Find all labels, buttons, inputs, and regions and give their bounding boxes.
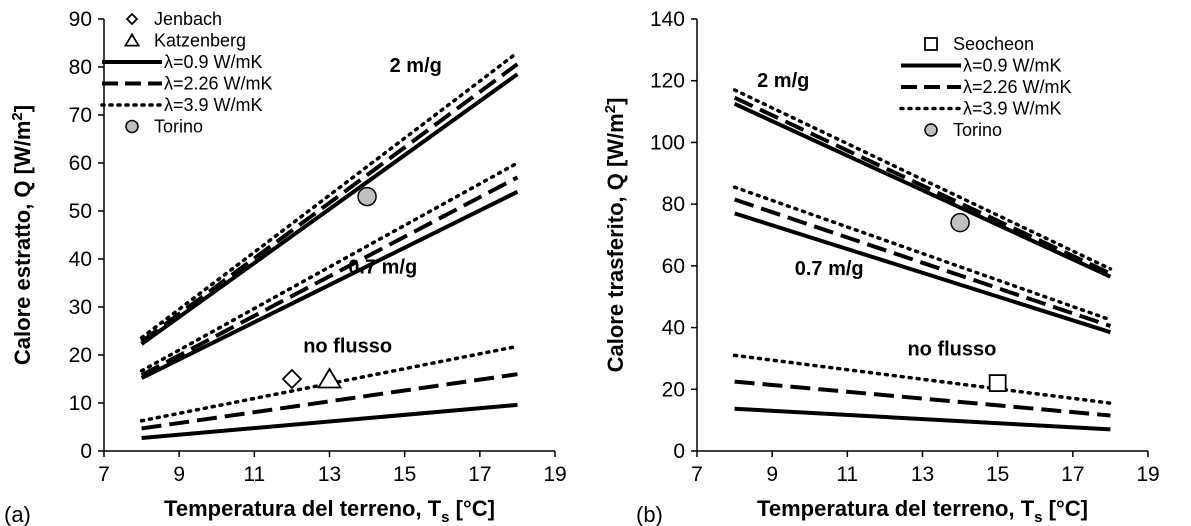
y-tick-label: 0 (673, 440, 685, 463)
x-axis-title-subscript: s (441, 509, 449, 526)
series-line-no-flusso-dashed (734, 379, 1111, 418)
legend-label: λ=0.9 W/mK (164, 52, 263, 72)
legend-marker-triangle (123, 32, 141, 47)
x-tick-label: 7 (98, 463, 110, 486)
legend-label: λ=2.26 W/mK (164, 74, 273, 94)
chart-panel-b: 7 9 11 13 15 17 19 0 20 40 60 80 100 120 140 Temperatur… (602, 8, 1160, 526)
x-axis-title-subscript: s (1034, 509, 1042, 526)
x-axis-title-unit: [°C] (450, 496, 495, 521)
x-axis-title-text: Temperatura del terreno, T (164, 496, 442, 521)
x-tick-label: 13 (911, 463, 934, 486)
x-tick-label: 15 (986, 463, 1009, 486)
y-tick-label: 20 (69, 344, 92, 367)
y-tick-label: 40 (662, 317, 685, 340)
y-tick-label: 50 (69, 200, 92, 223)
legend-marker-circle (125, 119, 139, 134)
series-line-0-7-m-g-dotted (139, 161, 520, 373)
legend-marker-square (924, 37, 938, 51)
y-tick-label: 120 (650, 70, 685, 93)
legend-marker-circle (924, 123, 938, 137)
data-point-katzenberg (316, 367, 343, 389)
data-point-seocheon (988, 374, 1007, 393)
panel-label: (b) (636, 502, 663, 526)
legend-label: λ=3.9 W/mK (963, 99, 1062, 119)
group-annotation: no flusso (907, 338, 996, 360)
y-tick-label: 100 (650, 131, 685, 154)
legend-marker-diamond (125, 12, 139, 26)
legend-label: Torino (154, 117, 203, 137)
group-annotation: 0.7 m/g (348, 256, 417, 278)
series-line-2-m-g-solid (140, 72, 519, 346)
y-axis-title-text: Calore estratto, Q [W/m (10, 121, 35, 365)
y-tick-label: 40 (69, 248, 92, 271)
y-axis-title-superscript: 2 (9, 112, 26, 120)
series-line-2-m-g-dotted (732, 88, 1113, 271)
legend-label: λ=2.26 W/mK (963, 77, 1072, 97)
series-line-no-flusso-solid (734, 406, 1111, 432)
x-axis-title: Temperatura del terreno, Ts [°C] (757, 496, 1088, 526)
legend-label: λ=3.9 W/mK (164, 95, 263, 115)
series-line-0-7-m-g-dashed (733, 197, 1112, 328)
y-tick-label: 30 (69, 296, 92, 319)
x-tick-label: 13 (318, 463, 341, 486)
y-axis-title-text: Calore trasferito, Q [W/m (603, 113, 628, 372)
x-tick-label: 19 (543, 463, 566, 486)
series-line-0-7-m-g-solid (140, 190, 519, 380)
data-point-torino (357, 186, 377, 207)
x-tick-label: 17 (1061, 463, 1084, 486)
y-tick-label: 140 (650, 8, 685, 31)
y-tick-label: 80 (69, 56, 92, 79)
y-tick-label: 90 (69, 8, 92, 31)
chart-panel-a: 7 9 11 13 15 17 19 0 10 20 30 40 50 60 70 80 90 Temperatu… (4, 8, 567, 526)
series-line-2-m-g-dashed (733, 95, 1112, 276)
series-line-no-flusso-dotted (732, 353, 1113, 405)
y-axis-title: Calore estratto, Q [W/m2] (9, 105, 35, 365)
legend-label: Seocheon (953, 34, 1034, 54)
x-tick-label: 9 (766, 463, 778, 486)
series-line-no-flusso-dashed (141, 372, 518, 431)
group-annotation: no flusso (303, 336, 392, 358)
y-axis-title-superscript: 2 (602, 105, 619, 113)
legend-label: Jenbach (154, 9, 222, 29)
series-line-no-flusso-solid (141, 402, 518, 441)
x-axis-title: Temperatura del terreno, Ts [°C] (164, 496, 495, 526)
x-tick-label: 19 (1136, 463, 1159, 486)
x-tick-label: 11 (243, 463, 265, 486)
group-annotation: 2 m/g (390, 55, 442, 77)
y-axis-title-end: ] (10, 105, 35, 112)
x-axis-title-unit: [°C] (1043, 496, 1088, 521)
y-tick-label: 60 (69, 152, 92, 175)
data-point-torino (950, 212, 970, 233)
series-line-0-7-m-g-dotted (732, 185, 1113, 322)
group-annotation: 2 m/g (757, 70, 809, 92)
x-axis-title-text: Temperatura del terreno, T (757, 496, 1035, 521)
y-tick-label: 20 (662, 378, 685, 401)
y-tick-label: 70 (69, 104, 92, 127)
x-tick-label: 9 (173, 463, 185, 486)
series-line-2-m-g-dotted (139, 50, 520, 340)
y-axis-title: Calore trasferito, Q [W/m2] (602, 98, 628, 373)
legend-label: λ=0.9 W/mK (963, 56, 1062, 76)
series-line-0-7-m-g-solid (733, 211, 1112, 335)
legend-label: Torino (953, 120, 1002, 140)
y-axis-title-end: ] (603, 98, 628, 105)
y-tick-label: 0 (80, 440, 92, 463)
series-line-2-m-g-solid (733, 102, 1112, 279)
x-tick-label: 17 (468, 463, 491, 486)
y-tick-label: 80 (662, 193, 685, 216)
series-line-0-7-m-g-dashed (140, 175, 519, 377)
x-tick-label: 15 (393, 463, 416, 486)
y-tick-label: 10 (69, 392, 92, 415)
x-tick-label: 11 (836, 463, 858, 486)
panel-label: (a) (4, 502, 31, 526)
y-tick-label: 60 (662, 255, 685, 278)
group-annotation: 0.7 m/g (795, 258, 864, 280)
legend-label: Katzenberg (154, 31, 246, 51)
series-line-2-m-g-dashed (140, 62, 519, 344)
data-point-jenbach (281, 368, 303, 390)
x-tick-label: 7 (691, 463, 703, 486)
